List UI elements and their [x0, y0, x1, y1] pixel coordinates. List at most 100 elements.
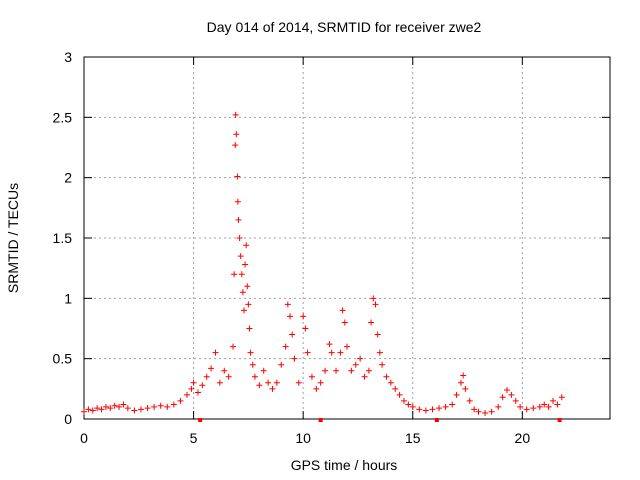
data-point	[523, 406, 530, 413]
y-tick-label: 1.5	[53, 230, 73, 246]
data-point	[81, 408, 87, 415]
data-point	[234, 173, 241, 180]
data-point	[409, 403, 416, 410]
x-tick-label: 10	[295, 430, 311, 446]
data-point	[457, 379, 464, 386]
x-tick-label: 20	[515, 430, 531, 446]
data-point	[365, 367, 372, 374]
data-point	[232, 142, 239, 149]
data-point	[282, 343, 289, 350]
data-point	[328, 349, 335, 356]
data-point	[471, 406, 478, 413]
data-point	[242, 261, 249, 268]
data-point	[120, 401, 127, 408]
data-point	[240, 307, 247, 314]
data-point	[151, 403, 158, 410]
data-point	[302, 325, 309, 332]
data-point	[396, 391, 403, 398]
data-point	[545, 403, 552, 410]
data-point	[239, 289, 246, 296]
y-tick-label: 2	[64, 170, 72, 186]
data-point	[482, 409, 489, 416]
data-point	[233, 131, 240, 138]
x-tick-label: 15	[405, 430, 421, 446]
data-point	[265, 379, 272, 386]
data-point	[344, 343, 350, 350]
data-point	[243, 242, 250, 249]
data-point	[208, 365, 215, 372]
data-point	[231, 271, 238, 278]
data-point	[137, 406, 144, 413]
y-tick-label: 3	[64, 49, 72, 65]
data-points	[81, 111, 565, 422]
dropout-marker	[557, 418, 562, 422]
data-point	[131, 407, 138, 414]
x-axis-label: GPS time / hours	[291, 457, 398, 473]
data-point	[536, 403, 543, 410]
data-point	[164, 403, 171, 410]
data-point	[374, 331, 381, 338]
data-point	[230, 343, 237, 350]
data-point	[199, 382, 206, 389]
y-tick-label: 0	[64, 411, 72, 427]
data-point	[94, 405, 101, 412]
data-point	[416, 406, 423, 413]
tick-labels: 0 0.5 1 1.5 2 2.5 3 0 5 10 15 20	[53, 49, 531, 446]
data-point	[260, 367, 267, 374]
data-point	[453, 391, 460, 398]
data-point	[339, 307, 346, 314]
data-point	[278, 361, 285, 368]
data-point	[216, 379, 223, 386]
data-point	[295, 379, 302, 386]
data-point	[107, 405, 114, 412]
chart-title: Day 014 of 2014, SRMTID for receiver zwe…	[207, 19, 482, 35]
data-point	[269, 385, 276, 392]
data-point	[372, 301, 379, 308]
dropout-marker	[198, 418, 203, 422]
data-point	[308, 373, 315, 380]
x-tick-label: 5	[190, 430, 198, 446]
data-point	[558, 394, 565, 401]
data-point	[221, 367, 228, 374]
data-point	[116, 403, 123, 410]
data-point	[348, 367, 355, 374]
data-point	[405, 401, 412, 408]
data-point	[517, 403, 524, 410]
data-point	[449, 401, 456, 408]
data-point	[387, 379, 394, 386]
data-point	[236, 235, 243, 241]
data-point	[530, 405, 537, 412]
data-point	[368, 319, 375, 326]
data-point	[383, 373, 390, 380]
data-point	[177, 397, 184, 404]
data-point	[287, 313, 294, 320]
y-tick-label: 1	[64, 290, 72, 306]
data-point	[190, 379, 197, 386]
data-point	[247, 349, 254, 356]
data-point	[291, 355, 298, 362]
data-point	[232, 111, 239, 118]
data-point	[352, 361, 359, 368]
data-point	[422, 407, 429, 414]
data-point	[392, 385, 399, 392]
axis-ticks	[83, 56, 610, 420]
data-point	[317, 379, 324, 386]
data-point	[244, 283, 251, 290]
data-point	[251, 373, 258, 380]
dropout-marker	[318, 418, 323, 422]
data-point	[238, 271, 245, 278]
data-point	[326, 341, 333, 348]
data-point	[273, 379, 280, 386]
data-point	[429, 406, 436, 413]
data-point	[144, 405, 151, 412]
data-point	[550, 397, 557, 404]
data-point	[194, 389, 201, 396]
data-point	[212, 349, 219, 356]
data-point	[495, 403, 502, 410]
data-point	[203, 373, 210, 380]
y-axis-label: SRMTID / TECUs	[5, 183, 21, 293]
data-point	[357, 355, 364, 362]
data-point	[370, 295, 377, 302]
data-point	[246, 325, 253, 332]
